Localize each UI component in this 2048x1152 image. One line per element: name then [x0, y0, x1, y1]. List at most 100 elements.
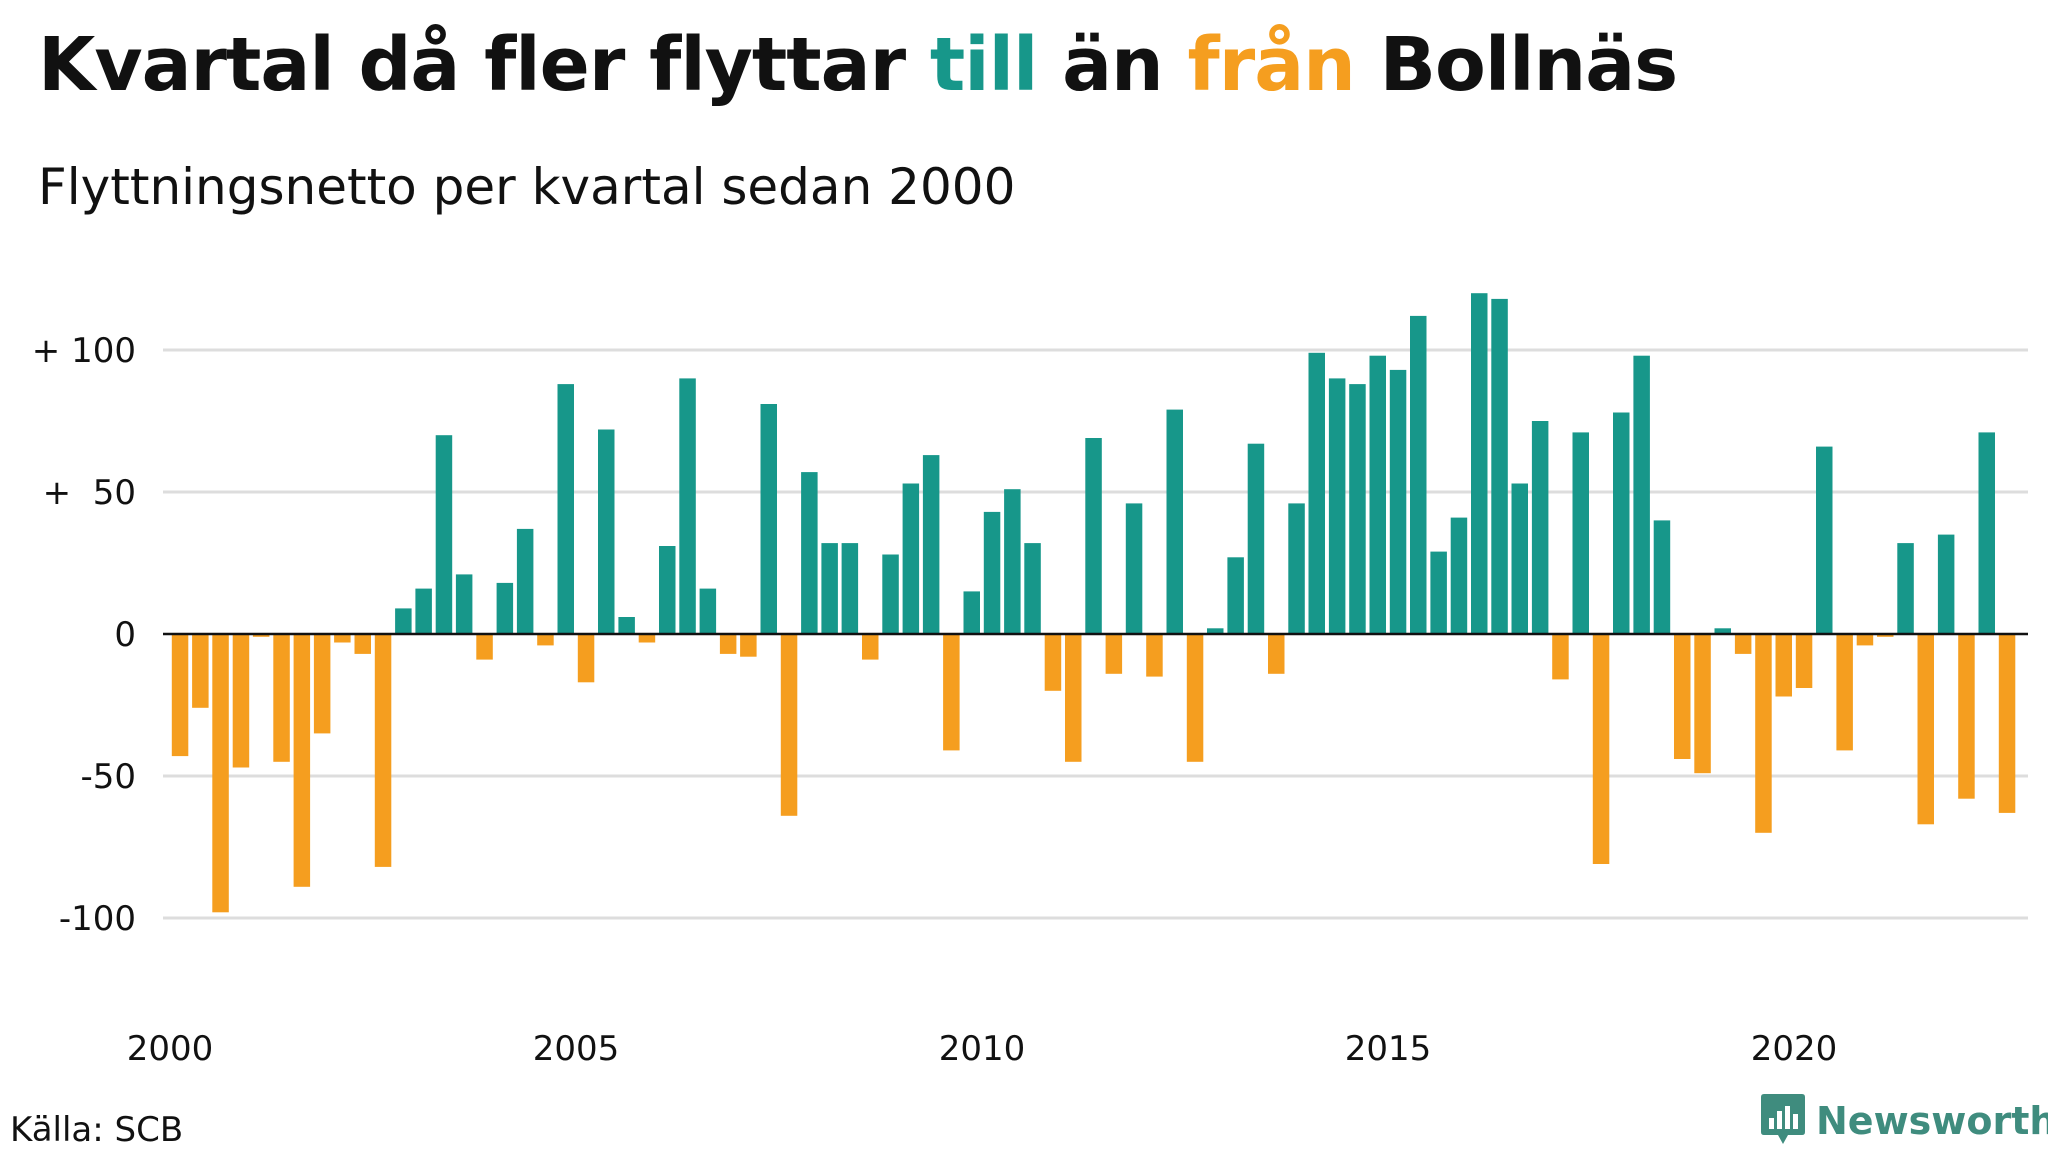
bar	[1166, 409, 1183, 634]
x-tick-label: 2000	[127, 1029, 214, 1069]
bar	[334, 634, 351, 643]
bar-series	[171, 293, 2016, 913]
bar	[1674, 634, 1691, 759]
bar	[1328, 378, 1346, 634]
bar	[273, 634, 290, 762]
y-axis-tick-labels: + 100 + 50 0 -50 -100	[32, 331, 136, 939]
bar	[1572, 432, 1589, 634]
bar	[293, 634, 311, 887]
newsworthy-logo-text: Newsworthy	[1816, 1099, 2048, 1143]
bar	[1856, 634, 1874, 646]
title-part-1: Kvartal då fler flyttar	[38, 22, 930, 108]
bar	[252, 634, 270, 637]
bar	[1389, 369, 1407, 634]
y-tick-label: -50	[80, 757, 136, 797]
bar	[1247, 443, 1265, 634]
bar	[1653, 520, 1671, 634]
bar	[1511, 483, 1528, 634]
bar	[395, 608, 412, 634]
bar	[1268, 634, 1285, 674]
bar	[841, 543, 859, 634]
bar	[1531, 421, 1549, 634]
bar	[1369, 355, 1386, 634]
chart-title: Kvartal då fler flyttar till än från Bol…	[38, 22, 1678, 108]
x-tick-label: 2005	[533, 1029, 620, 1069]
bar	[1816, 446, 1833, 634]
title-fran: från	[1187, 22, 1356, 108]
bar	[577, 634, 595, 683]
bar-chart: + 100 + 50 0 -50 -100 2000 2005 2010 2015 2020	[32, 293, 2028, 1069]
y-tick-label: + 100	[32, 331, 136, 371]
bar	[760, 404, 777, 634]
bar	[1065, 634, 1082, 762]
bar	[1146, 634, 1163, 677]
y-tick-label: 0	[114, 615, 136, 655]
bar	[963, 591, 980, 634]
x-tick-label: 2015	[1345, 1029, 1432, 1069]
bar	[1836, 634, 1853, 751]
bar	[1714, 628, 1731, 634]
bar	[313, 634, 331, 734]
bar	[1308, 352, 1325, 634]
bar	[1491, 298, 1508, 634]
bar	[1450, 517, 1468, 634]
bar	[1227, 557, 1244, 634]
x-tick-label: 2020	[1751, 1029, 1838, 1069]
chart-subtitle: Flyttningsnetto per kvartal sedan 2000	[38, 158, 1016, 216]
bar	[1349, 384, 1366, 634]
newsworthy-logo[interactable]: Newsworthy	[1760, 1092, 2048, 1150]
bar	[1004, 489, 1021, 634]
bar	[1024, 543, 1041, 634]
bar	[1694, 634, 1711, 774]
bar	[1877, 634, 1894, 637]
bar	[679, 378, 696, 634]
newsworthy-logo-icon	[1760, 1092, 1806, 1150]
bar	[1592, 634, 1610, 864]
bar	[1105, 634, 1123, 674]
bar	[1044, 634, 1062, 691]
bar	[882, 554, 899, 634]
source-note: Källa: SCB	[10, 1110, 184, 1150]
bar	[821, 543, 838, 634]
bar	[435, 435, 453, 634]
bar	[902, 483, 920, 634]
bar	[1186, 634, 1204, 762]
bar	[1755, 634, 1772, 833]
bar	[1958, 634, 1975, 799]
bar	[922, 455, 940, 634]
bar	[1552, 634, 1569, 680]
bar	[1897, 543, 1914, 634]
y-tick-label: + 50	[43, 473, 136, 513]
bar	[699, 588, 717, 634]
x-tick-label: 2010	[939, 1029, 1026, 1069]
bar	[801, 472, 818, 634]
bar	[374, 634, 392, 867]
bar	[618, 617, 635, 634]
bar	[354, 634, 371, 654]
bar	[232, 634, 250, 768]
bar	[516, 528, 534, 634]
x-axis-tick-labels: 2000 2005 2010 2015 2020	[127, 1029, 1838, 1069]
bar	[1410, 315, 1427, 634]
bar	[659, 546, 676, 634]
bar	[983, 511, 1001, 634]
bar	[537, 634, 554, 646]
bar	[719, 634, 737, 654]
bar	[476, 634, 493, 660]
bar	[1978, 432, 1995, 634]
bar	[1998, 634, 2016, 813]
title-part-2: än	[1037, 22, 1188, 108]
bar	[780, 634, 798, 816]
bar	[192, 634, 209, 708]
bar	[1430, 551, 1447, 634]
bar	[1633, 355, 1650, 634]
bar	[415, 588, 432, 634]
bar	[1288, 503, 1305, 634]
bar	[1613, 412, 1630, 634]
bar	[862, 634, 879, 660]
bar	[1775, 634, 1792, 697]
title-till: till	[929, 22, 1038, 108]
bar	[598, 429, 615, 634]
bar	[496, 582, 514, 634]
y-tick-label: -100	[59, 899, 136, 939]
